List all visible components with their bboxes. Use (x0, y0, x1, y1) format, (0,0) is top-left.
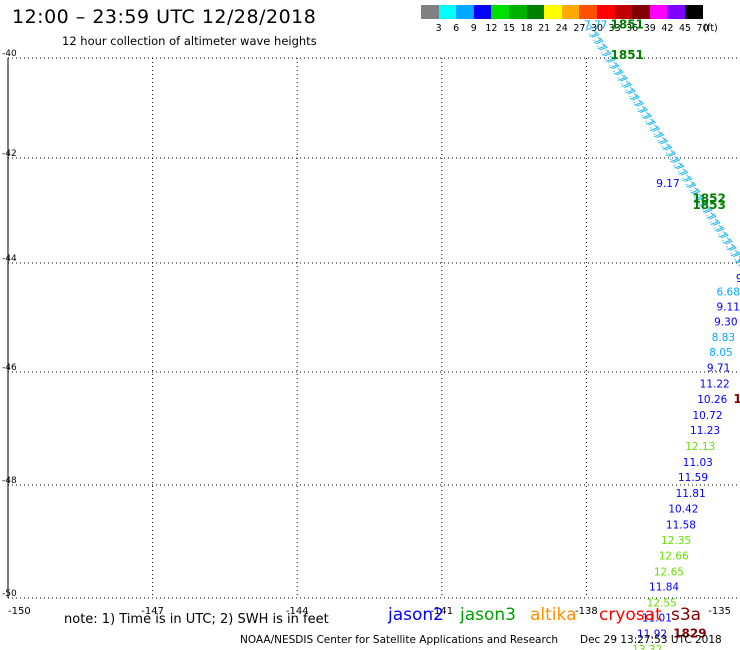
wave-height-value: 13.32 (632, 644, 662, 650)
wave-height-value: 8.05 (709, 347, 732, 359)
wave-height-value: 9.05 (738, 257, 740, 269)
scale-label: 36 (626, 23, 639, 34)
scale-swatch (544, 5, 562, 19)
scale-label: 27 (573, 23, 586, 34)
longitude-tick-label: -141 (430, 606, 453, 617)
wave-height-value: 11.23 (690, 425, 720, 437)
latitude-tick-label: -44 (2, 254, 17, 264)
scale-swatch (509, 5, 527, 19)
wave-height-value: 11.03 (683, 457, 713, 469)
scale-label: 30 (590, 23, 604, 34)
wave-height-value: 11.01 (642, 613, 672, 625)
satellite-s3a-label: s3a (671, 605, 702, 625)
pass-time-label: 1853 (692, 198, 725, 212)
pass-time-label: 1852 (692, 192, 725, 206)
wave-height-value: 7.77 (584, 19, 607, 31)
map-subtitle: 12 hour collection of altimeter wave hei… (62, 34, 317, 48)
scale-label: 3 (435, 23, 442, 34)
wave-height-value: 12.35 (661, 535, 691, 547)
scale-label: 21 (538, 23, 551, 34)
scale-label: 12 (485, 23, 498, 34)
wave-height-value: 11.59 (678, 472, 708, 484)
scale-label: 33 (608, 23, 621, 34)
scale-label: 9 (470, 23, 477, 34)
scale-swatch (597, 5, 615, 19)
scale-swatch (649, 5, 668, 19)
scale-label: 70 (696, 23, 709, 34)
latitude-tick-label: -42 (2, 149, 17, 159)
scale-swatch (473, 5, 492, 19)
longitude-tick-label: -144 (286, 606, 309, 617)
satellite-track: 7.77.77.77.77.77.77.77.77.77.77.77.77.77… (582, 23, 740, 274)
pass-time-label: 1851 (611, 48, 644, 62)
longitude-tick-label: -138 (575, 606, 598, 617)
wave-height-value: 9.30 (714, 317, 737, 329)
scale-swatch (456, 5, 474, 19)
scale-label: 42 (661, 23, 674, 34)
generation-timestamp: Dec 29 13:27:53 UTC 2018 (580, 634, 722, 646)
wave-height-value: 12.66 (659, 551, 689, 563)
pass-time-label: 1829 (673, 627, 706, 641)
scale-label: 39 (643, 23, 656, 34)
wave-height-value: 8.83 (712, 332, 735, 344)
wave-height-value: 11.92 (637, 629, 667, 641)
scale-swatch (526, 5, 545, 19)
wave-height-value: 9.17 (656, 178, 679, 190)
latitude-tick-label: -40 (2, 49, 17, 59)
scale-swatch (561, 5, 580, 19)
scale-label: 45 (678, 23, 692, 34)
scale-label: 6 (453, 23, 460, 34)
wave-height-value: 10.42 (668, 504, 698, 516)
wave-height-value: 9.71 (707, 362, 730, 374)
longitude-tick-label: -135 (708, 606, 731, 617)
scale-swatch (491, 5, 509, 19)
scale-swatch (579, 5, 597, 19)
satellite-altika-label: altika (530, 605, 577, 625)
wave-height-value: 6.68 (717, 287, 740, 299)
scale-swatch (632, 5, 650, 19)
wave-height-value: 9.11 (717, 301, 740, 313)
wave-height-value: 11.81 (676, 488, 706, 500)
scale-swatch (614, 5, 633, 19)
wave-height-value: 12.13 (685, 441, 715, 453)
pass-time-label: 1851 (611, 17, 644, 31)
wave-height-labels: 7.77 9.05 9.17 9.0 6.68 9.11 9.30 8.83 8.05 9.71 1… (584, 17, 740, 650)
map-grid: -150 -147 -144 -141 -138 -135 -40 -42 -44 -46 -48 -… (2, 49, 740, 617)
latitude-tick-label: -50 (2, 589, 17, 599)
wave-height-value: 12.55 (647, 597, 677, 609)
scale-label: 24 (555, 23, 568, 34)
wave-height-value: 11.84 (649, 582, 679, 594)
pass-time-label: 181 (733, 392, 740, 406)
longitude-tick-label: -147 (141, 606, 164, 617)
satellite-cryosat-label: cryosat (599, 605, 662, 625)
latitude-tick-label: -48 (2, 476, 17, 486)
map-title: 12:00 – 23:59 UTC 12/28/2018 (12, 6, 317, 28)
track-glyph: 7.7 (731, 255, 740, 274)
wave-height-value: 11.58 (666, 520, 696, 532)
scale-swatch (685, 5, 703, 19)
latitude-tick-label: -46 (2, 363, 17, 373)
scale-swatch (438, 5, 457, 19)
scale-label: 15 (502, 23, 516, 34)
wave-height-value: 10.72 (692, 410, 722, 422)
satellite-jason3-label: jason3 (460, 605, 516, 625)
scale-swatch (667, 5, 685, 19)
wave-height-value: 10.26 (697, 394, 727, 406)
credit-line: NOAA/NESDIS Center for Satellite Applica… (240, 634, 558, 646)
scale-swatch (421, 5, 439, 19)
scale-label: 18 (520, 23, 533, 34)
wave-height-value: 9.0 (736, 273, 740, 285)
wave-height-value: 12.65 (654, 566, 684, 578)
longitude-tick-label: -150 (8, 606, 31, 617)
satellite-jason2-label: jason2 (388, 605, 444, 625)
units-note: note: 1) Time is in UTC; 2) SWH is in fe… (64, 612, 329, 627)
scale-unit-label: (ft) (703, 23, 718, 34)
wave-height-value: 11.22 (700, 378, 730, 390)
